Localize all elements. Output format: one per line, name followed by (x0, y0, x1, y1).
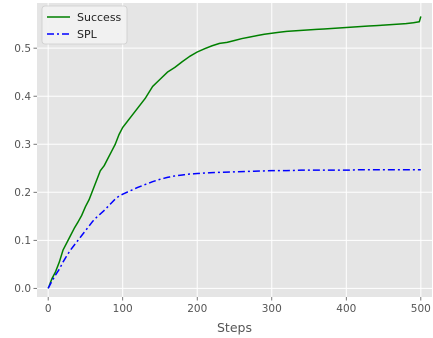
x-tick-label: 100 (113, 303, 133, 315)
x-tick-label: 200 (187, 303, 207, 315)
x-axis-label: Steps (217, 320, 252, 335)
x-tick-label: 500 (411, 303, 431, 315)
y-tick-label: 0.5 (14, 43, 31, 55)
y-axis-ticks: 0.0 0.1 0.2 0.3 0.4 0.5 (14, 43, 37, 295)
legend: Success SPL (41, 5, 128, 45)
x-tick-label: 300 (262, 303, 282, 315)
legend-label: Success (77, 11, 122, 24)
y-tick-label: 0.0 (14, 283, 31, 295)
y-tick-label: 0.3 (14, 139, 31, 151)
x-axis-ticks: 0 100 200 300 400 500 (45, 297, 431, 315)
y-tick-label: 0.4 (14, 91, 31, 103)
legend-label: SPL (77, 28, 98, 41)
series-layer (47, 16, 422, 289)
series-line-spl (47, 168, 421, 289)
x-tick-label: 0 (45, 303, 52, 315)
plot-area (37, 3, 432, 297)
y-tick-label: 0.1 (14, 235, 31, 247)
y-tick-label: 0.2 (14, 187, 31, 199)
x-tick-label: 400 (336, 303, 356, 315)
series-line-success (47, 16, 422, 289)
